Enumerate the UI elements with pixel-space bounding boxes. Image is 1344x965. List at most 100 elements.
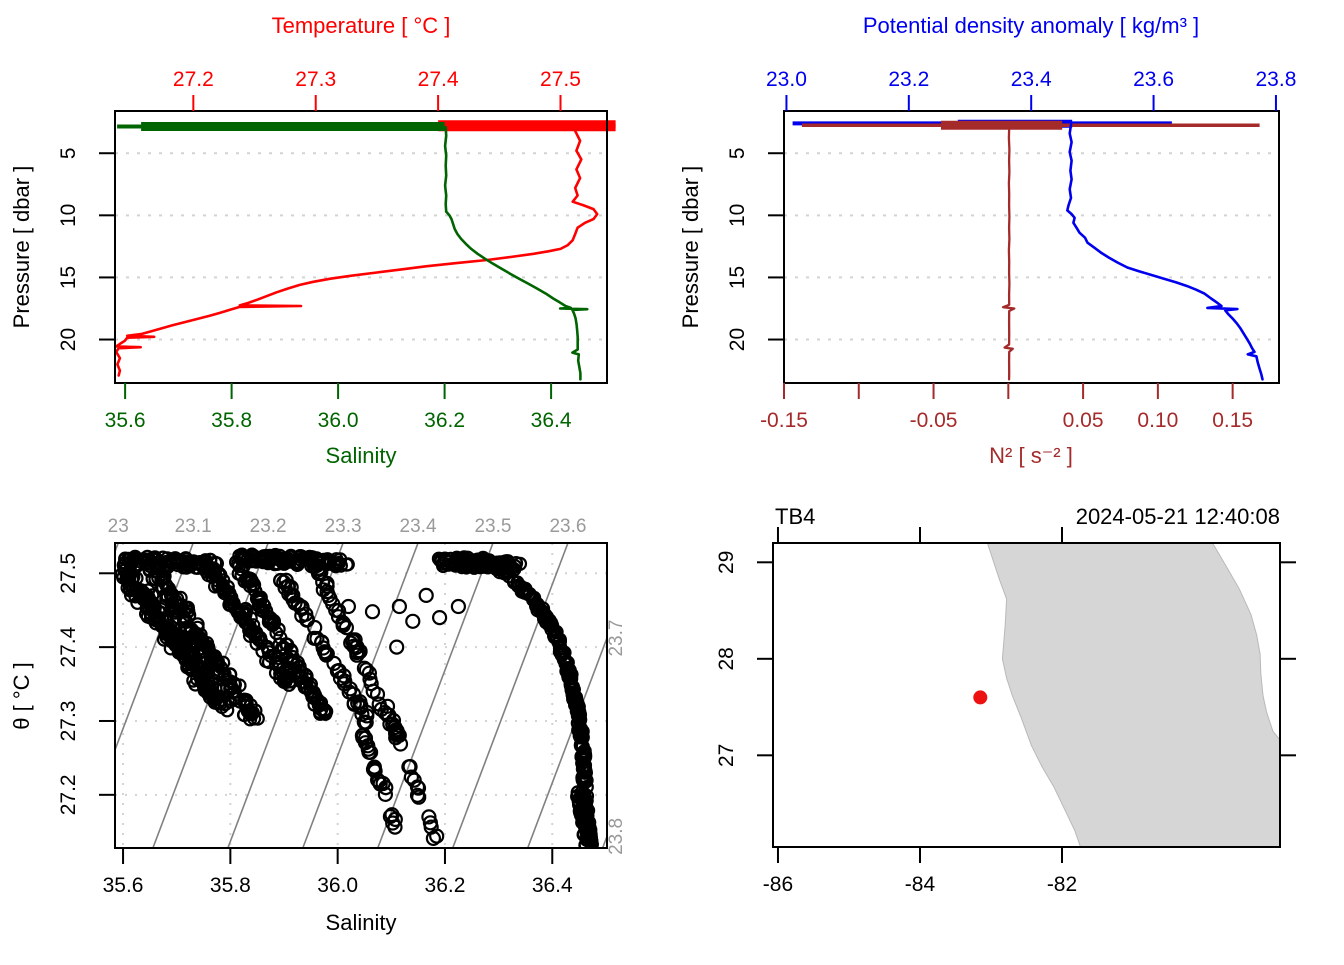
- ts-plot-area: [115, 543, 607, 848]
- coastline-land-polygon: [986, 543, 1280, 847]
- pressure-axis-title-left: Pressure [ dbar ]: [9, 166, 34, 329]
- ts-data-point: [365, 683, 381, 699]
- ts-data-point: [443, 551, 458, 566]
- ts-data-point: [322, 591, 338, 607]
- ts-data-point: [359, 704, 375, 721]
- ts-data-point: [371, 773, 387, 789]
- bottom-tick-label: 0.15: [1212, 409, 1253, 432]
- n2-axis-title: N² [ s⁻² ]: [989, 443, 1073, 468]
- ts-data-point: [243, 553, 258, 568]
- top-tick-label: 23.2: [888, 68, 929, 91]
- ts-data-point: [379, 698, 396, 714]
- ts-data-point: [389, 723, 405, 739]
- ts-data-point: [253, 599, 268, 615]
- ts-data-point: [565, 680, 580, 695]
- ts-data-point: [245, 578, 261, 593]
- ts-data-point: [163, 623, 178, 638]
- ts-data-point: [363, 675, 379, 692]
- ts-data-point: [579, 807, 594, 822]
- density-axis-title: Potential density anomaly [ kg/m³ ]: [863, 13, 1199, 38]
- top-tick-label: 23.6: [1133, 68, 1174, 91]
- ts-data-point: [259, 548, 274, 564]
- map-plot-area: [973, 543, 1280, 847]
- ts-data-point: [405, 613, 421, 629]
- salinity-axis-title-ts-panel: Salinity: [326, 910, 397, 935]
- ts-data-point: [242, 628, 258, 643]
- isopycnal-label-top: 23.6: [549, 516, 586, 537]
- top-tick-label: 27.3: [295, 68, 336, 91]
- ts-data-point: [418, 587, 434, 604]
- ts-data-point: [432, 609, 448, 626]
- ts-data-point: [261, 645, 276, 660]
- left-tick-label: 10: [726, 204, 749, 227]
- density-profile-line: [1066, 123, 1264, 381]
- isopycnal-line: [451, 543, 569, 848]
- panel-border: [783, 110, 1280, 384]
- ts-data-point: [305, 554, 320, 569]
- bottom-tick-label: -84: [905, 873, 936, 896]
- n2-profile-line: [1001, 125, 1016, 381]
- ts-data-point: [259, 653, 274, 669]
- station-name-label: TB4: [775, 504, 815, 529]
- ts-data-point: [494, 560, 509, 576]
- ts-data-point: [195, 635, 211, 650]
- ts-data-point: [565, 687, 580, 703]
- ts-data-point: [161, 581, 177, 596]
- ts-data-point: [356, 660, 372, 676]
- temperature-profile-line: [114, 120, 599, 377]
- left-tick-label: 27: [715, 744, 738, 767]
- ts-data-point: [163, 618, 178, 634]
- bottom-tick-label: -86: [763, 873, 793, 896]
- bottom-tick-label: 36.0: [318, 409, 359, 432]
- ts-data-point: [281, 586, 297, 602]
- panel-density-n2-profile: 23.0 23.2 23.4 23.6 23.8 -0.15 -0.05 0.05 0.10 0.…: [726, 68, 1296, 432]
- panel-border: [772, 542, 1281, 848]
- ts-data-point: [558, 654, 573, 670]
- ts-data-point: [318, 647, 334, 663]
- ts-data-point: [350, 695, 366, 711]
- ts-data-point: [517, 583, 533, 598]
- top-tick-label: 27.5: [540, 68, 581, 91]
- ts-data-point: [576, 786, 592, 801]
- isopycnal-line: [377, 543, 494, 848]
- bottom-tick-label: 0.10: [1137, 409, 1178, 432]
- bottom-tick-label: 35.8: [211, 409, 252, 432]
- left-tick-label: 27.3: [57, 701, 80, 742]
- ts-data-point: [181, 555, 196, 571]
- ts-data-point: [203, 552, 218, 568]
- ts-data-point: [178, 642, 193, 658]
- ts-data-point: [224, 591, 239, 607]
- ts-data-point: [256, 597, 271, 612]
- isopycnal-label-right: 23.7: [606, 620, 627, 657]
- ts-data-point: [570, 708, 586, 723]
- ts-data-point: [358, 662, 374, 678]
- ts-data-point: [401, 759, 417, 775]
- pressure-axis-title-right: Pressure [ dbar ]: [678, 166, 703, 329]
- ts-data-point: [340, 598, 356, 615]
- ts-data-point: [337, 673, 353, 689]
- ts-data-point: [315, 574, 331, 590]
- ts-data-point: [391, 598, 407, 615]
- station-timestamp-label: 2024-05-21 12:40:08: [1076, 504, 1280, 529]
- ts-data-point: [294, 599, 310, 615]
- isopycnal-line: [601, 834, 607, 848]
- ts-data-point: [204, 683, 219, 698]
- panel-border: [114, 110, 608, 384]
- left-tick-label: 10: [57, 204, 80, 227]
- ts-data-point: [311, 698, 326, 713]
- panel-border: [114, 542, 608, 849]
- ts-data-point: [361, 665, 377, 681]
- ts-data-point: [477, 552, 492, 567]
- isopycnal-label-top: 23: [108, 516, 129, 537]
- isopycnal-line: [227, 543, 344, 848]
- ts-data-point: [421, 809, 437, 825]
- ts-data-point: [294, 674, 310, 690]
- left-tick-label: 5: [726, 147, 749, 159]
- ts-data-point: [306, 630, 322, 646]
- ts-data-point: [574, 722, 589, 737]
- ts-data-point: [254, 634, 269, 649]
- left-tick-label: 28: [715, 647, 738, 670]
- panel-station-map: -86 -84 -82 29 28 27: [715, 527, 1296, 896]
- ts-data-point: [183, 623, 198, 638]
- ts-data-point: [125, 571, 140, 587]
